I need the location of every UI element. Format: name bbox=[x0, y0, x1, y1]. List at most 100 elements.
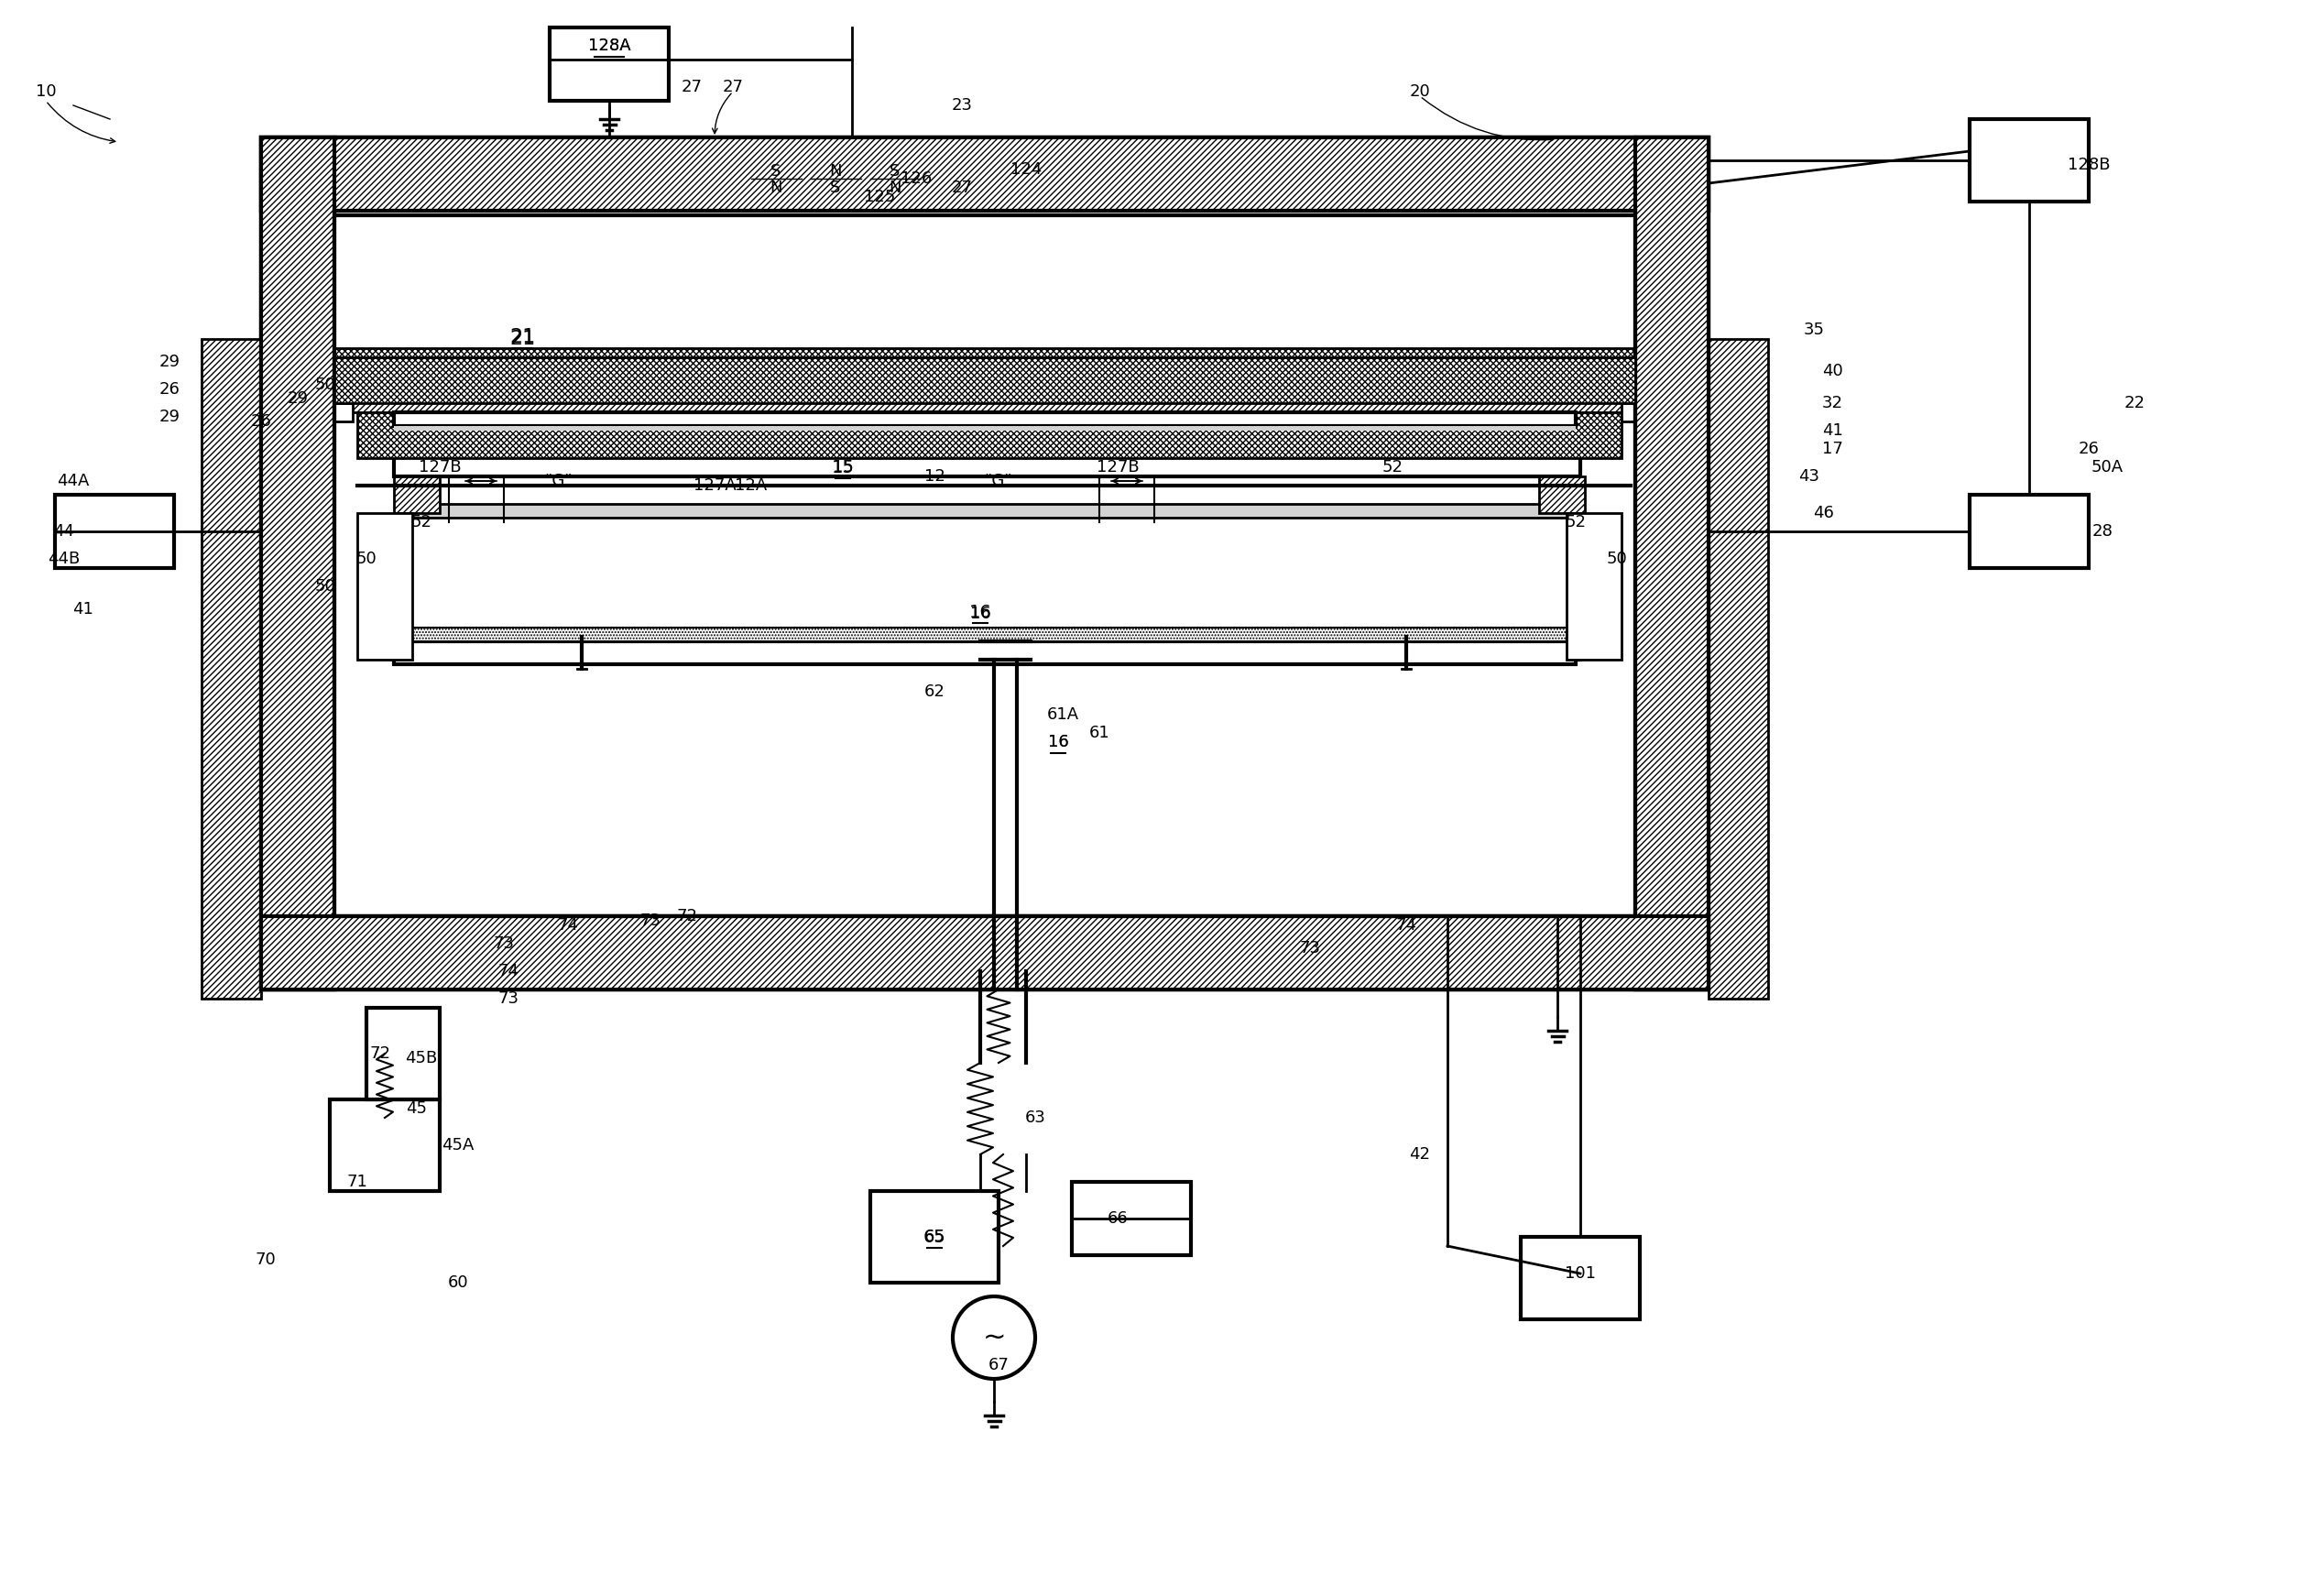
Text: 17: 17 bbox=[1822, 440, 1843, 456]
Text: 124: 124 bbox=[1009, 161, 1042, 177]
Bar bbox=[333, 348, 1634, 389]
Text: 12: 12 bbox=[924, 468, 945, 485]
Bar bbox=[1634, 348, 1708, 431]
Bar bbox=[262, 916, 1708, 990]
Text: 45A: 45A bbox=[442, 1136, 475, 1154]
Bar bbox=[262, 137, 333, 990]
Text: 67: 67 bbox=[989, 1357, 1009, 1374]
Text: 101: 101 bbox=[1565, 1266, 1595, 1282]
Text: 73: 73 bbox=[1299, 940, 1320, 956]
Text: 128B: 128B bbox=[2067, 156, 2109, 172]
Text: 20: 20 bbox=[1410, 83, 1431, 101]
Bar bbox=[1634, 137, 1708, 990]
Text: 22: 22 bbox=[2123, 394, 2146, 412]
Text: 74: 74 bbox=[558, 918, 579, 934]
Text: ~: ~ bbox=[982, 1325, 1005, 1350]
Bar bbox=[262, 137, 1708, 211]
Text: 50: 50 bbox=[315, 377, 336, 393]
Text: 73: 73 bbox=[493, 935, 514, 951]
Text: 26: 26 bbox=[250, 413, 271, 429]
Text: N: N bbox=[771, 180, 782, 196]
Text: 65: 65 bbox=[924, 1229, 947, 1245]
Text: 52: 52 bbox=[1382, 460, 1403, 476]
Bar bbox=[56, 495, 174, 568]
Bar bbox=[394, 412, 1577, 426]
Text: 61: 61 bbox=[1088, 725, 1109, 741]
Text: 21: 21 bbox=[509, 329, 535, 346]
Text: 50: 50 bbox=[357, 551, 377, 567]
Text: 70: 70 bbox=[255, 1251, 275, 1267]
Bar bbox=[1620, 404, 1662, 421]
Bar bbox=[366, 1007, 440, 1100]
Text: N: N bbox=[889, 180, 901, 196]
Bar bbox=[333, 137, 1634, 215]
Bar bbox=[201, 338, 262, 999]
Text: 29: 29 bbox=[160, 354, 181, 370]
Bar bbox=[1634, 137, 1708, 990]
Text: "G": "G" bbox=[544, 472, 572, 490]
Bar bbox=[394, 642, 1581, 659]
Text: 23: 23 bbox=[951, 97, 972, 113]
Bar bbox=[394, 448, 1581, 477]
Text: 21: 21 bbox=[509, 330, 535, 348]
Bar bbox=[262, 348, 333, 431]
Text: 16: 16 bbox=[970, 603, 991, 621]
Text: 41: 41 bbox=[72, 602, 93, 618]
Text: S: S bbox=[831, 180, 840, 196]
Text: 50: 50 bbox=[1607, 551, 1627, 567]
Text: 44A: 44A bbox=[58, 472, 90, 490]
Bar bbox=[394, 477, 440, 512]
Bar bbox=[1708, 338, 1769, 999]
Bar bbox=[262, 916, 1708, 990]
Text: 74: 74 bbox=[1396, 918, 1417, 934]
Bar bbox=[870, 1191, 998, 1283]
Text: 72: 72 bbox=[370, 1045, 391, 1061]
Bar bbox=[333, 358, 1634, 404]
Bar bbox=[333, 137, 1634, 174]
Text: 50: 50 bbox=[315, 578, 336, 595]
Bar bbox=[1539, 477, 1586, 512]
Bar bbox=[1620, 380, 1662, 399]
Text: 52: 52 bbox=[410, 514, 433, 530]
Text: 126: 126 bbox=[901, 171, 933, 187]
Text: 127B: 127B bbox=[419, 460, 461, 476]
Text: 27: 27 bbox=[951, 180, 972, 196]
Text: 16: 16 bbox=[1049, 734, 1070, 750]
Bar bbox=[262, 916, 1708, 990]
Bar bbox=[1521, 1237, 1639, 1320]
Text: 44B: 44B bbox=[49, 551, 81, 567]
Bar bbox=[870, 160, 921, 196]
Text: 73: 73 bbox=[639, 913, 662, 929]
Text: 15: 15 bbox=[831, 458, 854, 476]
Text: 52: 52 bbox=[1565, 514, 1586, 530]
Text: 12A: 12A bbox=[736, 477, 766, 493]
Bar bbox=[394, 426, 1577, 431]
Text: 27: 27 bbox=[681, 78, 701, 96]
Bar bbox=[262, 389, 333, 431]
Text: 74: 74 bbox=[498, 962, 519, 980]
Text: S: S bbox=[889, 163, 901, 180]
Bar bbox=[262, 137, 333, 990]
Text: 44: 44 bbox=[53, 523, 74, 539]
Bar bbox=[403, 504, 1572, 517]
Text: 45B: 45B bbox=[405, 1050, 438, 1066]
Bar bbox=[1567, 512, 1621, 659]
Text: N: N bbox=[829, 163, 843, 180]
Text: 10: 10 bbox=[35, 83, 56, 101]
Text: 66: 66 bbox=[1107, 1210, 1127, 1227]
Text: 43: 43 bbox=[1799, 468, 1820, 485]
Text: 16: 16 bbox=[1049, 734, 1070, 750]
Bar bbox=[262, 137, 1708, 990]
Bar bbox=[262, 137, 1708, 211]
Bar bbox=[357, 512, 412, 659]
Text: 29: 29 bbox=[287, 391, 308, 407]
Text: 127B: 127B bbox=[1097, 460, 1139, 476]
Text: 26: 26 bbox=[2079, 440, 2100, 456]
Text: 27: 27 bbox=[722, 78, 743, 96]
Text: 15: 15 bbox=[833, 460, 854, 476]
Text: 128A: 128A bbox=[588, 38, 630, 54]
Text: 26: 26 bbox=[160, 381, 181, 397]
Text: S: S bbox=[771, 163, 780, 180]
Bar bbox=[394, 642, 1577, 664]
Text: 41: 41 bbox=[1822, 423, 1843, 439]
